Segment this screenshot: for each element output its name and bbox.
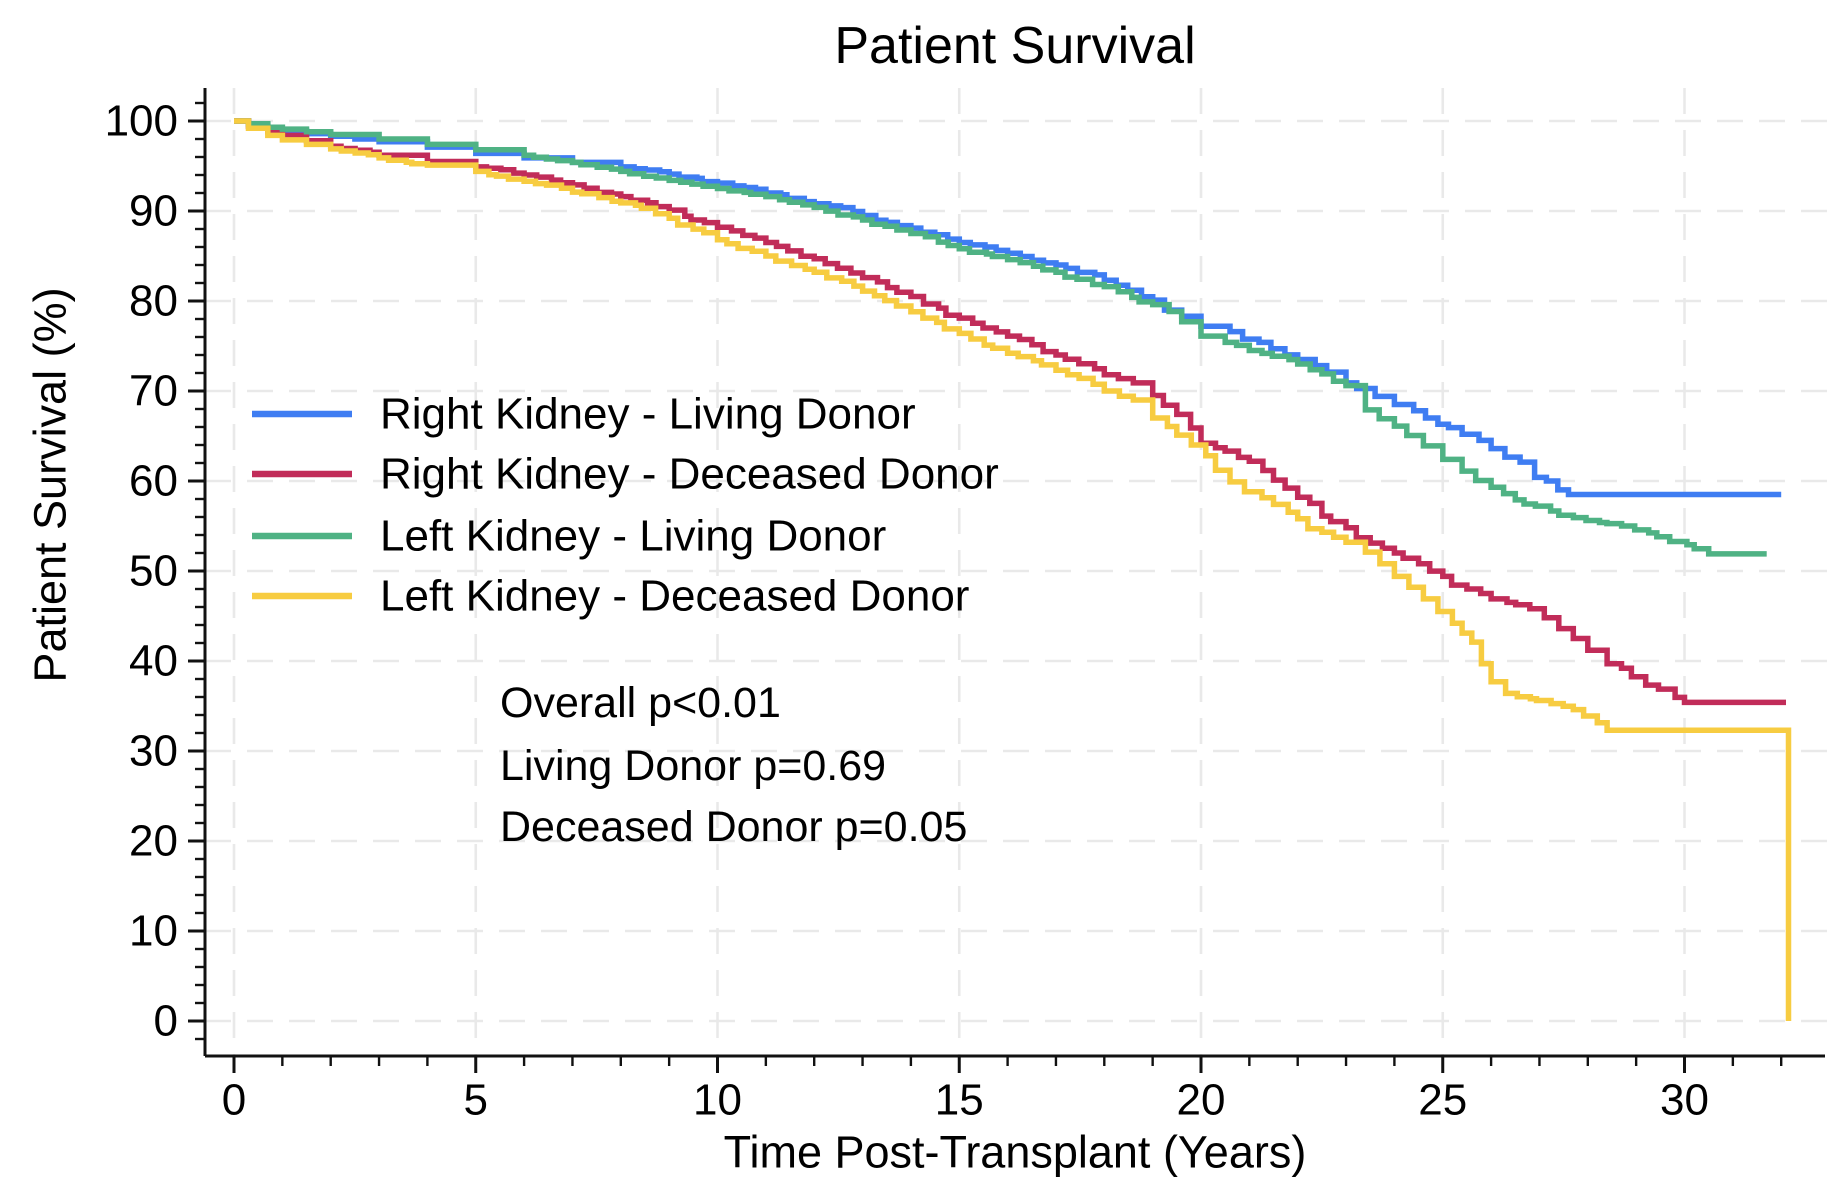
y-tick-label: 50	[129, 547, 178, 596]
annotation-line: Deceased Donor p=0.05	[500, 803, 967, 851]
x-tick-label: 15	[935, 1076, 984, 1125]
x-tick-label: 25	[1418, 1076, 1467, 1125]
gridlines	[205, 88, 1835, 1056]
y-axis-label: Patient Survival (%)	[25, 287, 76, 682]
x-tick-label: 20	[1177, 1076, 1226, 1125]
annotation-line: Living Donor p=0.69	[500, 742, 886, 790]
km-curve-1	[234, 118, 1782, 498]
axes: 0 5 10 15 20 25 30 0 10 20 30 40 50 60 70 80 90 100	[105, 88, 1825, 1125]
x-tick-label: 0	[222, 1076, 246, 1125]
legend-label: Left Kidney - Deceased Donor	[380, 572, 969, 621]
x-tick-label: 10	[693, 1076, 742, 1125]
km-curve-4	[234, 118, 1792, 1021]
y-tick-label: 90	[129, 187, 178, 236]
km-curve-3	[234, 118, 1767, 557]
y-tick-label: 100	[105, 97, 178, 146]
legend: Right Kidney - Living Donor Right Kidney …	[252, 390, 999, 621]
y-tick-label: 40	[129, 637, 178, 686]
legend-label: Right Kidney - Living Donor	[380, 390, 916, 439]
y-tick-label: 30	[129, 727, 178, 776]
y-tick-label: 0	[154, 997, 178, 1046]
y-tick-label: 10	[129, 907, 178, 956]
legend-label: Left Kidney - Living Donor	[380, 512, 886, 561]
x-tick-label: 30	[1660, 1076, 1709, 1125]
x-axis-label: Time Post-Transplant (Years)	[724, 1127, 1307, 1178]
chart-title: Patient Survival	[834, 17, 1195, 75]
y-tick-label: 60	[129, 457, 178, 506]
y-tick-label: 80	[129, 277, 178, 326]
legend-label: Right Kidney - Deceased Donor	[380, 450, 999, 499]
pvalue-annotations: Overall p<0.01 Living Donor p=0.69 Decease…	[500, 679, 967, 851]
y-tick-label: 70	[129, 367, 178, 416]
y-tick-label: 20	[129, 817, 178, 866]
annotation-line: Overall p<0.01	[500, 679, 781, 727]
survival-curves	[234, 118, 1792, 1021]
x-tick-label: 5	[464, 1076, 488, 1125]
